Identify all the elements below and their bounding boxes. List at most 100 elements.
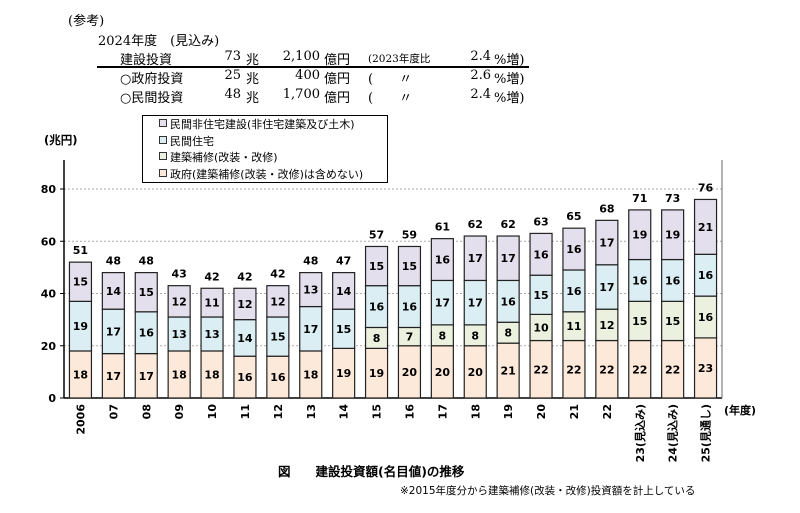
data-label: 13 <box>303 284 318 297</box>
total-label: 65 <box>566 210 581 223</box>
data-label: 7 <box>406 331 414 344</box>
data-label: 12 <box>599 319 614 332</box>
data-label: 22 <box>566 363 581 376</box>
total-label: 59 <box>402 228 417 241</box>
legend-label: 民間非住宅建設(非住宅建築及び土木) <box>170 118 355 131</box>
reference-cho: 25 <box>224 68 241 83</box>
bar-segment <box>167 285 191 318</box>
reference-oku-unit: 億円 <box>324 53 351 68</box>
bar-segment <box>562 227 586 271</box>
legend: 民間非住宅建設(非住宅建築及び土木) 民間住宅建築補修(改装・改修) 政府(建築補修… <box>142 115 388 183</box>
data-label: 16 <box>698 311 714 324</box>
x-tick-label: 21 <box>568 404 581 419</box>
data-label: 16 <box>139 327 155 340</box>
bar-segment <box>299 272 323 308</box>
data-label: 8 <box>439 329 447 342</box>
x-axis-unit: (年度) <box>724 403 756 417</box>
legend-swatch <box>159 119 167 127</box>
data-label: 11 <box>566 320 581 333</box>
total-label: 68 <box>599 202 614 215</box>
data-label: 21 <box>698 221 713 234</box>
data-label: 22 <box>632 363 647 376</box>
chart-title: 図 建設投資額(名目値)の推移 <box>278 464 465 479</box>
reference-pct: 2.4 <box>470 87 491 102</box>
legend-label: 建築補修(改装・改修) <box>170 151 278 164</box>
reference-cho-unit: 兆 <box>246 91 260 106</box>
data-label: 19 <box>632 229 647 242</box>
reference-divider <box>97 66 529 68</box>
data-label: 15 <box>270 331 285 344</box>
total-label: 42 <box>204 270 219 283</box>
reference-oku: 1,700 <box>282 87 320 102</box>
data-label: 17 <box>303 323 318 336</box>
bar-segment <box>101 272 125 310</box>
data-label: 17 <box>106 370 121 383</box>
data-label: 17 <box>468 252 483 265</box>
bar-segment <box>628 209 652 261</box>
data-label: 16 <box>270 371 286 384</box>
bar-segment <box>68 261 93 302</box>
reference-oku: 400 <box>295 68 320 83</box>
data-label: 18 <box>204 368 219 381</box>
x-tick-label: 08 <box>140 404 153 419</box>
x-tick-label: 19 <box>502 404 515 419</box>
bar-segment <box>463 235 487 282</box>
data-label: 22 <box>665 363 680 376</box>
total-label: 42 <box>237 270 252 283</box>
x-tick-label: 20 <box>535 404 548 420</box>
reference-pct-unit: %増) <box>494 72 525 87</box>
data-label: 19 <box>665 229 680 242</box>
reference-heading: (参考) <box>68 14 105 29</box>
total-label: 76 <box>698 181 714 194</box>
data-label: 16 <box>632 274 648 287</box>
reference-cho: 48 <box>224 87 241 102</box>
data-label: 18 <box>171 368 186 381</box>
data-label: 15 <box>336 323 351 336</box>
x-tick-label: 07 <box>107 404 120 419</box>
data-label: 17 <box>435 297 450 310</box>
bar-segment <box>529 232 553 276</box>
data-label: 12 <box>171 295 186 308</box>
bar-segment <box>397 245 422 287</box>
data-label: 13 <box>204 328 219 341</box>
reference-compare: ( 〃 <box>368 91 413 106</box>
x-tick-label: 11 <box>239 404 252 419</box>
total-label: 48 <box>303 255 318 268</box>
y-tick-label: 80 <box>41 183 57 196</box>
total-label: 42 <box>270 268 285 281</box>
legend-label: 民間住宅 <box>170 134 214 148</box>
reference-name: ○民間投資 <box>120 91 184 106</box>
reference-cho-unit: 兆 <box>246 53 260 68</box>
x-tick-label: 15 <box>371 404 384 419</box>
data-label: 12 <box>270 295 285 308</box>
data-label: 17 <box>599 237 614 250</box>
total-label: 63 <box>533 215 548 228</box>
data-label: 14 <box>336 285 352 298</box>
total-label: 48 <box>106 255 121 268</box>
data-label: 17 <box>500 252 515 265</box>
x-tick-label: 2006 <box>74 404 87 435</box>
data-label: 15 <box>369 260 384 273</box>
data-label: 17 <box>599 281 614 294</box>
bar-segment <box>595 219 619 266</box>
y-tick-label: 40 <box>41 288 57 301</box>
reference-compare: (2023年度比 <box>368 53 431 65</box>
data-label: 22 <box>533 363 548 376</box>
y-tick-label: 0 <box>48 392 56 405</box>
reference-name: 建設投資 <box>120 53 173 68</box>
reference-pct: 2.6 <box>470 68 491 83</box>
y-tick-label: 60 <box>41 235 57 248</box>
data-label: 8 <box>504 327 512 340</box>
legend-item: 民間非住宅建設(非住宅建築及び土木) <box>159 117 387 134</box>
reference-pct-unit: %増) <box>494 53 525 68</box>
legend-label: 政府(建築補修(改装・改修)は含めない) <box>170 167 364 181</box>
data-label: 22 <box>599 363 614 376</box>
total-label: 71 <box>632 192 647 205</box>
data-label: 19 <box>369 367 384 380</box>
data-label: 8 <box>373 332 381 345</box>
legend-swatch <box>159 168 167 177</box>
x-tick-label: 24(見込み) <box>666 404 680 462</box>
data-label: 20 <box>402 366 418 379</box>
data-label: 23 <box>698 362 713 375</box>
